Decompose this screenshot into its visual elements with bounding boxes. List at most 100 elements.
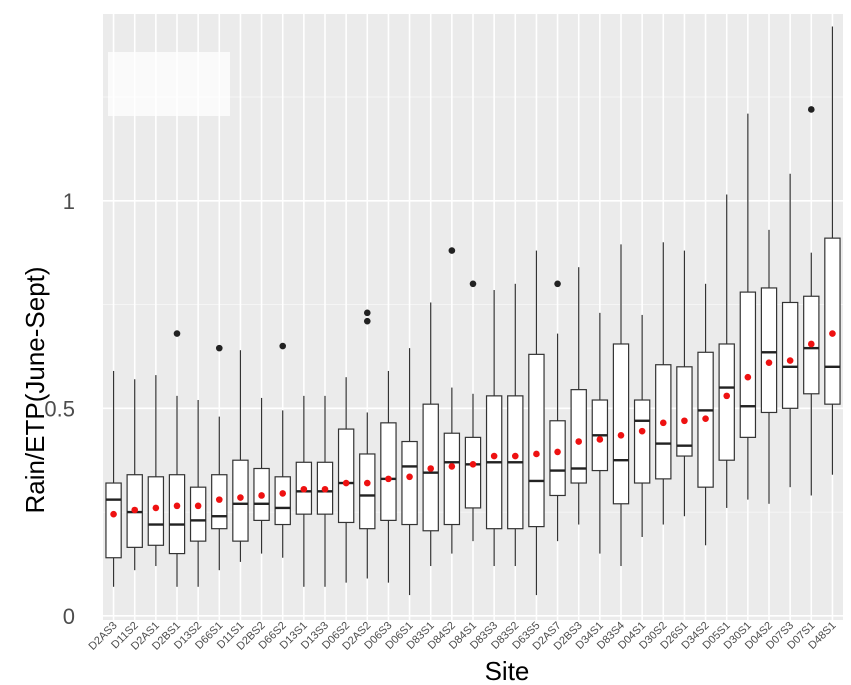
box-D07S3 (781, 173, 799, 488)
box-D13S1 (295, 395, 313, 587)
y-axis-ticks: 00.51 (44, 189, 75, 629)
box-D48S1 (824, 26, 841, 475)
mean-point (702, 415, 709, 422)
box-D66S2 (274, 342, 291, 558)
mean-point (110, 510, 117, 518)
mean-point (786, 357, 794, 364)
mean-point (596, 436, 604, 443)
box-D34S1 (591, 312, 609, 554)
y-tick-label: 0.5 (44, 396, 75, 421)
box-body (739, 291, 757, 438)
mean-point (829, 330, 836, 337)
box-body (168, 474, 186, 555)
mean-point (321, 485, 329, 493)
box-D13S3 (316, 395, 334, 587)
y-tick-label: 0 (63, 604, 75, 629)
box-body (570, 389, 587, 484)
mean-point (807, 340, 815, 348)
box-body (760, 287, 778, 414)
y-axis-title: Rain/ETP(June-Sept) (20, 266, 50, 513)
box-D34S2 (697, 283, 714, 546)
outlier-point (807, 106, 815, 113)
box-body (464, 436, 482, 509)
box-D04S1 (633, 314, 651, 537)
mean-point (300, 485, 308, 493)
box-D2BS2 (253, 397, 270, 554)
box-D83S1 (422, 302, 439, 567)
box-body (105, 482, 122, 559)
mean-point (469, 461, 477, 468)
box-D84S2 (443, 247, 461, 554)
outlier-point (469, 280, 477, 288)
box-D84S1 (464, 280, 482, 542)
box-D11S1 (232, 350, 249, 562)
mean-point (765, 359, 773, 366)
box-D13S2 (189, 400, 207, 587)
x-axis-title: Site (485, 656, 530, 685)
box-D2AS2 (359, 309, 376, 579)
box-D2AS7 (549, 280, 566, 542)
box-body (612, 343, 630, 505)
box-body (359, 453, 376, 530)
legend-placeholder (108, 52, 230, 116)
box-D07S1 (803, 106, 820, 496)
box-D05S1 (718, 194, 735, 508)
box-D2BS1 (168, 330, 186, 587)
outlier-point (279, 342, 287, 350)
box-body (676, 366, 693, 457)
mean-point (131, 506, 139, 514)
box-body (337, 428, 355, 524)
box-body (274, 476, 291, 526)
mean-point (173, 502, 181, 510)
y-tick-label: 1 (63, 189, 75, 214)
box-body (718, 343, 735, 461)
mean-point (237, 494, 244, 501)
mean-point (575, 438, 583, 445)
mean-point (533, 450, 540, 458)
box-D2BS3 (570, 267, 587, 525)
box-body (401, 440, 418, 526)
outlier-point (554, 280, 561, 288)
box-body (781, 301, 799, 409)
outlier-point (363, 317, 371, 325)
mean-point (448, 463, 456, 470)
box-body (189, 486, 207, 542)
box-body (633, 399, 651, 484)
mean-point (554, 448, 561, 456)
mean-point (363, 479, 371, 487)
box-D11S2 (126, 379, 143, 571)
box-D63S5 (528, 250, 545, 596)
mean-point (279, 490, 287, 497)
outlier-point (363, 309, 371, 317)
boxes-layer (105, 26, 841, 596)
mean-point (342, 479, 350, 487)
box-body (549, 420, 566, 497)
mean-point (258, 492, 265, 499)
mean-point (194, 502, 202, 510)
mean-point (744, 373, 752, 381)
outlier-point (215, 344, 223, 352)
box-body (528, 353, 545, 528)
mean-point (406, 473, 413, 481)
box-body (824, 237, 841, 405)
mean-point (427, 465, 435, 472)
box-D66S1 (211, 344, 228, 571)
mean-point (617, 431, 625, 439)
box-D26S1 (676, 250, 693, 517)
box-D83S4 (612, 244, 630, 567)
mean-point (215, 496, 223, 503)
mean-point (511, 452, 519, 460)
mean-point (638, 427, 646, 435)
box-D06S3 (380, 370, 397, 583)
box-D2AS3 (105, 370, 122, 587)
outlier-point (173, 330, 181, 337)
box-D06S2 (337, 377, 355, 583)
box-D06S1 (401, 348, 418, 596)
mean-point (659, 419, 667, 427)
mean-point (490, 452, 498, 460)
mean-point (152, 504, 160, 512)
box-D2AS1 (147, 375, 165, 567)
box-D30S2 (655, 242, 672, 525)
outlier-point (448, 247, 456, 254)
